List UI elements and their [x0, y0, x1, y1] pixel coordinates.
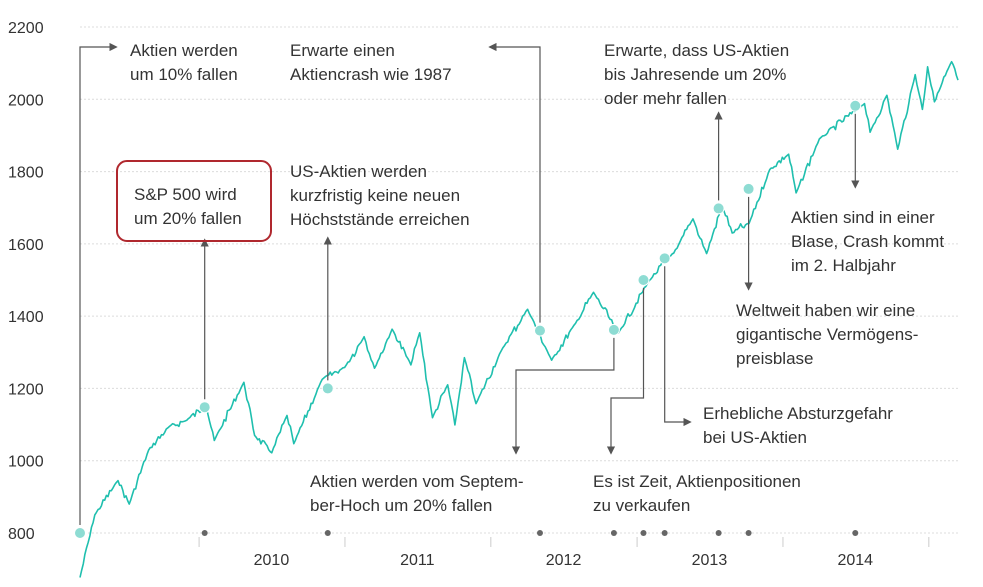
axis-date-dot: [852, 530, 859, 536]
annotation-text: ber-Hoch um 20% fallen: [310, 496, 492, 515]
annotation-text: um 10% fallen: [130, 65, 238, 84]
highlight-marker: [321, 382, 334, 395]
highlight-marker: [712, 202, 725, 215]
axis-date-dot: [715, 530, 722, 536]
annotation-text: Höchststände erreichen: [290, 210, 470, 229]
x-tick-label: 2010: [254, 552, 290, 569]
y-axis-labels: 800 1000 1200 1400 1600 1800 2000 2200: [8, 20, 44, 543]
grid-lines: [80, 26, 958, 547]
annotation-texts: Aktien werden um 10% fallen S&P 500 wird um…: [116, 41, 944, 515]
annotation-text: Erwarte, dass US-Aktien: [604, 41, 789, 60]
highlight-marker: [658, 252, 671, 265]
annotation-arrow: [488, 42, 541, 323]
annotation-arrows: [79, 42, 860, 525]
annotation-markers: [74, 99, 862, 539]
axis-date-dot: [201, 530, 208, 536]
annotation-text: Blase, Crash kommt: [791, 232, 944, 251]
annotation-text: Aktiencrash wie 1987: [290, 65, 452, 84]
highlight-marker: [607, 323, 620, 336]
annotation-text: S&P 500 wird: [134, 185, 237, 204]
y-tick-label: 2200: [8, 20, 44, 37]
annotation-text: Erhebliche Absturzgefahr: [703, 404, 893, 423]
axis-date-dot: [324, 530, 331, 536]
y-tick-label: 2000: [8, 92, 44, 109]
highlight-marker: [198, 401, 211, 414]
axis-date-dot: [661, 530, 668, 536]
y-tick-label: 800: [8, 526, 35, 543]
series-line: [79, 60, 959, 578]
annotation-text: Weltweit haben wir eine: [736, 301, 915, 320]
annotation-text: bei US-Aktien: [703, 428, 807, 447]
annotation-text: oder mehr fallen: [604, 89, 727, 108]
highlight-marker: [849, 99, 862, 112]
axis-date-dot: [536, 530, 543, 536]
annotation-arrow: [511, 337, 615, 455]
annotation-text: bis Jahresende um 20%: [604, 65, 786, 84]
annotation-text: Aktien werden: [130, 41, 238, 60]
annotation-text: preisblase: [736, 349, 814, 368]
highlight-marker: [742, 182, 755, 195]
highlight-marker: [637, 274, 650, 286]
x-tick-label: 2012: [546, 552, 582, 569]
annotation-text: gigantische Vermögens-: [736, 325, 918, 344]
x-tick-label: 2013: [692, 552, 728, 569]
y-tick-label: 1000: [8, 454, 44, 471]
series-layer: [79, 60, 959, 578]
x-axis-labels: 201020112012201320142015: [254, 552, 874, 569]
annotation-arrow: [606, 288, 645, 455]
annotation-text: zu verkaufen: [593, 496, 690, 515]
y-tick-label: 1600: [8, 237, 44, 254]
annotation-text: um 20% fallen: [134, 209, 242, 228]
callout-box: [116, 160, 272, 242]
annotation-arrow: [79, 42, 118, 525]
axis-date-dot: [610, 530, 617, 536]
highlight-marker: [74, 527, 86, 539]
annotation-arrow: [664, 266, 692, 427]
axis-date-dot: [640, 530, 647, 536]
x-tick-label: 2011: [400, 552, 435, 569]
x-tick-label: 2014: [837, 552, 873, 569]
annotation-text: Aktien werden vom Septem-: [310, 472, 524, 491]
y-tick-label: 1800: [8, 165, 44, 182]
annotation-text: kurzfristig keine neuen: [290, 186, 460, 205]
y-tick-label: 1200: [8, 381, 44, 398]
annotation-text: Aktien sind in einer: [791, 208, 935, 227]
axis-date-dot: [745, 530, 752, 536]
annotation-text: im 2. Halbjahr: [791, 256, 896, 275]
annotation-text: Erwarte einen: [290, 41, 395, 60]
y-tick-label: 1400: [8, 309, 44, 326]
annotation-text: US-Aktien werden: [290, 162, 427, 181]
annotation-text: Es ist Zeit, Aktienpositionen: [593, 472, 801, 491]
highlight-marker: [533, 324, 546, 337]
